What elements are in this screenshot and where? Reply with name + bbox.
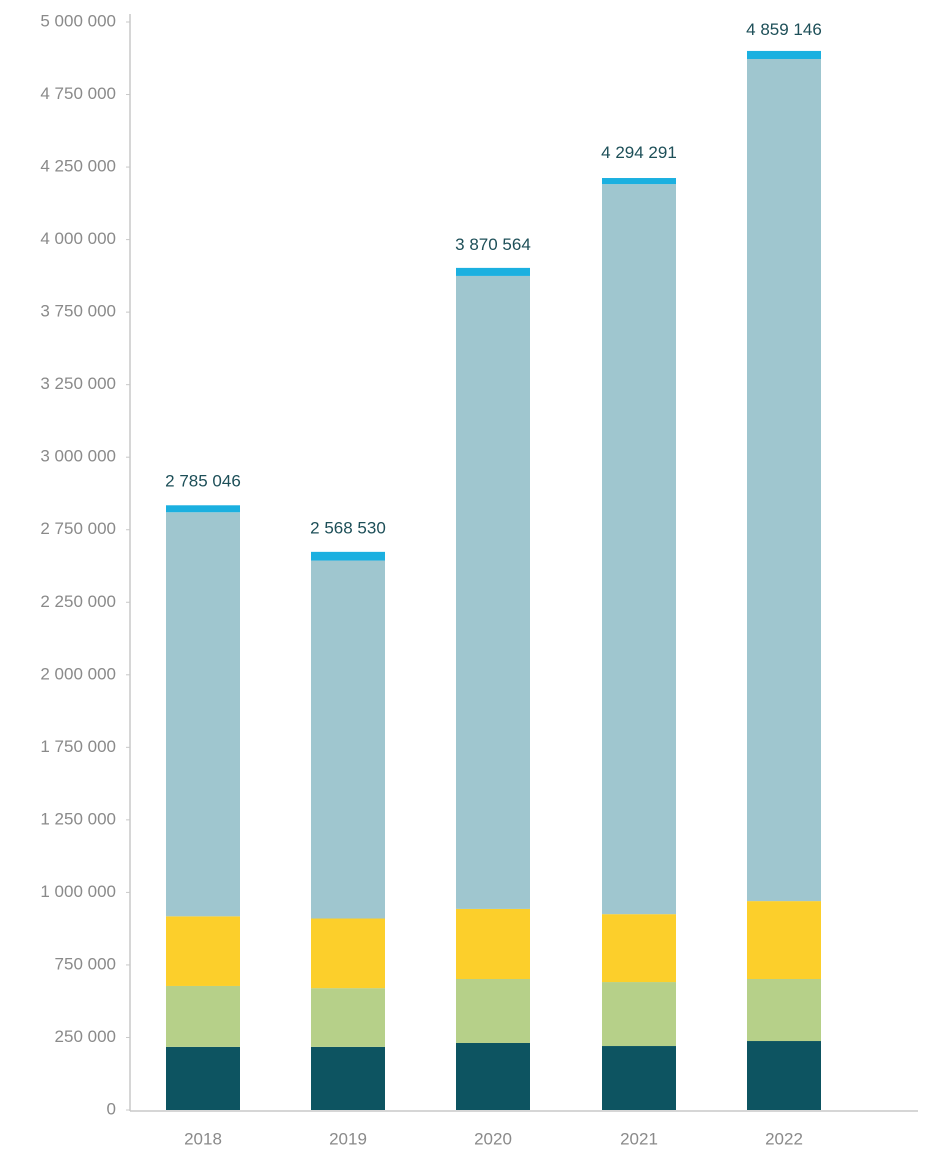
total-label: 4 294 291 [601, 143, 677, 162]
total-label: 3 870 564 [455, 235, 531, 254]
x-tick-label: 2022 [765, 1129, 803, 1148]
total-label: 2 785 046 [165, 471, 241, 490]
bar-segment [747, 1041, 821, 1110]
bar-segment [747, 58, 821, 902]
bar-segment [602, 178, 676, 185]
x-tick-label: 2020 [474, 1129, 512, 1148]
bar-segment [602, 184, 676, 915]
bar-segment [311, 560, 385, 919]
bar-segment [311, 918, 385, 989]
bar-segment [747, 50, 821, 59]
bar-segment [311, 988, 385, 1047]
y-tick-label: 5 000 000 [40, 11, 116, 30]
x-tick-label: 2018 [184, 1129, 222, 1148]
y-tick-label: 750 000 [55, 954, 116, 973]
bar-segment [456, 979, 530, 1043]
bar-segment [311, 551, 385, 561]
y-tick-label: 4 000 000 [40, 229, 116, 248]
y-tick-label: 250 000 [55, 1027, 116, 1046]
y-tick-label: 1 000 000 [40, 882, 116, 901]
bar-segment [602, 914, 676, 983]
x-tick-label: 2019 [329, 1129, 367, 1148]
bar-segment [166, 1046, 240, 1110]
bar-segment [456, 908, 530, 980]
y-tick-label: 3 250 000 [40, 374, 116, 393]
bar-segment [166, 512, 240, 917]
x-tick-label: 2021 [620, 1129, 658, 1148]
y-tick-label: 3 750 000 [40, 302, 116, 321]
y-tick-label: 2 750 000 [40, 519, 116, 538]
y-tick-label: 1 750 000 [40, 737, 116, 756]
bar-segment [166, 505, 240, 513]
y-tick-label: 0 [107, 1099, 116, 1118]
bar-segment [456, 1042, 530, 1110]
bar-segment [747, 979, 821, 1042]
bar-segment [456, 267, 530, 276]
total-label: 2 568 530 [310, 519, 386, 538]
bar-segment [602, 1046, 676, 1110]
y-tick-label: 2 250 000 [40, 592, 116, 611]
bar-segment [166, 916, 240, 986]
y-tick-label: 3 000 000 [40, 447, 116, 466]
bar-segment [311, 1046, 385, 1110]
bar-segment [166, 985, 240, 1047]
total-label: 4 859 146 [746, 20, 822, 39]
y-tick-label: 2 000 000 [40, 664, 116, 683]
bar-segment [747, 901, 821, 980]
bar-segment [602, 982, 676, 1047]
y-tick-label: 4 750 000 [40, 84, 116, 103]
y-tick-label: 1 250 000 [40, 809, 116, 828]
bar-segment [456, 275, 530, 909]
y-tick-label: 4 250 000 [40, 157, 116, 176]
